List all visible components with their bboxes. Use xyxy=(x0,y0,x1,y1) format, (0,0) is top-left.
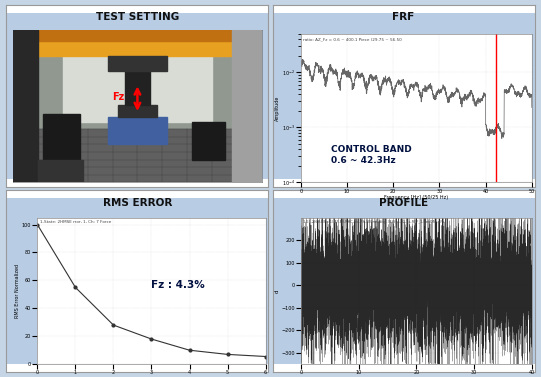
Text: Fz : 4.3%: Fz : 4.3% xyxy=(151,280,205,290)
Bar xyxy=(13,41,262,56)
Text: 1-State: 2HMSE rror, 1, Ch: 7 Force: 1-State: 2HMSE rror, 1, Ch: 7 Force xyxy=(39,221,111,224)
Text: RMS ERROR: RMS ERROR xyxy=(103,198,172,208)
Bar xyxy=(13,129,262,182)
Text: ratio: AZ_Fz = 0.6 ~ 400.1 Piece (29.75 ~ 56.50: ratio: AZ_Fz = 0.6 ~ 400.1 Piece (29.75 … xyxy=(303,37,402,41)
Bar xyxy=(117,105,157,117)
X-axis label: Frequency [Hz] (50/25 Hz): Frequency [Hz] (50/25 Hz) xyxy=(384,195,448,200)
Bar xyxy=(232,30,262,182)
Y-axis label: d: d xyxy=(275,289,280,293)
Text: CONTROL BAND
0.6 ~ 42.3Hz: CONTROL BAND 0.6 ~ 42.3Hz xyxy=(331,145,412,165)
Bar xyxy=(108,117,167,144)
Text: 1-G1-2N,R4(Ref1),LF,All,RHC,No,RS,300ms,disp,310fps,32,1s,REF_1,RealMin,sFs: 1-G1-2N,R4(Ref1),LF,All,RHC,No,RS,300ms,… xyxy=(303,221,445,224)
Bar xyxy=(125,71,150,105)
Bar xyxy=(192,121,225,159)
Bar xyxy=(38,159,83,182)
Bar xyxy=(13,30,38,182)
Bar xyxy=(43,114,80,159)
Text: TEST SETTING: TEST SETTING xyxy=(96,12,179,22)
Bar xyxy=(63,30,212,121)
Y-axis label: RMS Error Normalized: RMS Error Normalized xyxy=(15,264,21,318)
Bar xyxy=(13,30,262,41)
Text: Fz: Fz xyxy=(113,92,125,102)
Text: PROFILE: PROFILE xyxy=(379,198,428,208)
Y-axis label: Amplitude: Amplitude xyxy=(275,95,280,121)
Bar xyxy=(108,56,167,71)
Text: FRF: FRF xyxy=(392,12,415,22)
